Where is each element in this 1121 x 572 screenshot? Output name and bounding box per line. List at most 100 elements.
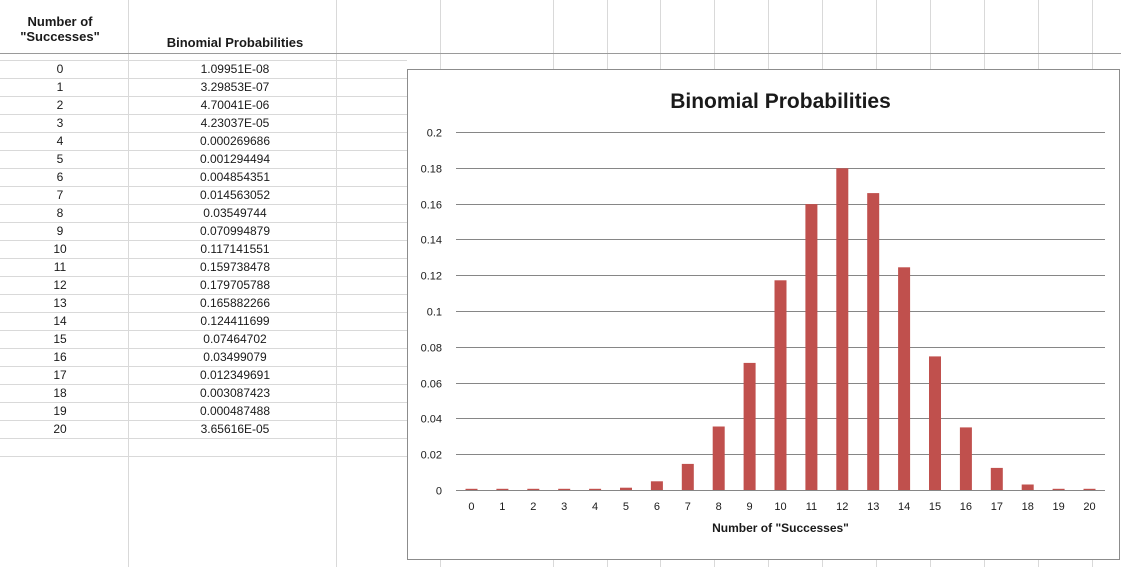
y-tick-label: 0.06 xyxy=(421,379,442,391)
probability-cell[interactable]: 0.070994879 xyxy=(199,224,271,238)
bar[interactable] xyxy=(929,356,941,490)
chart-area[interactable]: Binomial Probabilities 0 0.02 0.04 0.06 0.08 0… xyxy=(407,69,1120,560)
probability-cell[interactable]: 0.07464702 xyxy=(203,332,267,346)
header-number-of-successes[interactable]: Number of "Successes" xyxy=(20,14,100,44)
probability-cell[interactable]: 1.09951E-08 xyxy=(200,62,270,76)
y-tick-label: 0 xyxy=(436,486,442,498)
bar[interactable] xyxy=(867,193,880,490)
x-tick-label: 8 xyxy=(716,501,722,513)
bar-chart: Binomial Probabilities 0 0.02 0.04 0.06 0.08 0… xyxy=(421,90,1105,535)
probability-cell[interactable]: 0.000487488 xyxy=(199,404,271,418)
y-tick-label: 0.2 xyxy=(427,128,442,140)
successes-cell[interactable]: 10 xyxy=(53,242,67,256)
bar[interactable] xyxy=(1052,488,1065,490)
successes-cell[interactable]: 1 xyxy=(56,80,64,94)
bar[interactable] xyxy=(1021,484,1034,491)
y-tick-label: 0.02 xyxy=(421,450,442,462)
probability-cell[interactable]: 0.03499079 xyxy=(203,350,267,364)
probability-cell[interactable]: 0.124411699 xyxy=(200,314,270,328)
successes-cell[interactable]: 15 xyxy=(53,332,67,346)
x-tick-label: 7 xyxy=(685,501,691,513)
successes-cell[interactable]: 13 xyxy=(53,296,67,310)
probability-cell[interactable]: 0.000269686 xyxy=(199,134,271,148)
probability-cell[interactable]: 0.014563052 xyxy=(199,188,271,202)
successes-cell[interactable]: 17 xyxy=(53,368,67,382)
x-tick-label: 2 xyxy=(530,501,536,513)
x-tick-label: 17 xyxy=(991,501,1003,513)
y-tick-label: 0.12 xyxy=(421,271,442,283)
probability-cell[interactable]: 0.117141551 xyxy=(200,242,270,256)
x-tick-label: 12 xyxy=(836,501,848,513)
y-tick-label: 0.04 xyxy=(421,414,442,426)
successes-cell[interactable]: 6 xyxy=(56,170,64,184)
probability-cell[interactable]: 0.03549744 xyxy=(203,206,267,220)
x-tick-label: 5 xyxy=(623,501,629,513)
chart-title: Binomial Probabilities xyxy=(670,90,891,113)
y-tick-label: 0.16 xyxy=(421,200,442,212)
bar[interactable] xyxy=(712,426,725,491)
x-tick-label: 0 xyxy=(468,501,474,513)
x-tick-label: 15 xyxy=(929,501,941,513)
successes-cell[interactable]: 2 xyxy=(56,98,64,112)
x-tick-label: 1 xyxy=(499,501,505,513)
successes-cell[interactable]: 0 xyxy=(56,62,64,76)
x-tick-label: 18 xyxy=(1022,501,1034,513)
bar[interactable] xyxy=(589,488,602,490)
successes-cell[interactable]: 3 xyxy=(56,116,64,130)
bar[interactable] xyxy=(650,481,663,490)
successes-cell[interactable]: 19 xyxy=(53,404,67,418)
successes-cell[interactable]: 20 xyxy=(53,422,67,436)
x-tick-label: 19 xyxy=(1053,501,1065,513)
probability-cell[interactable]: 4.23037E-05 xyxy=(200,116,270,130)
x-axis-label: Number of "Successes" xyxy=(712,521,849,535)
bar[interactable] xyxy=(774,280,787,490)
x-tick-label: 4 xyxy=(592,501,598,513)
x-tick-label: 20 xyxy=(1083,501,1095,513)
x-tick-label: 14 xyxy=(898,501,910,513)
successes-cell[interactable]: 4 xyxy=(56,134,64,148)
probability-cell[interactable]: 0.165882266 xyxy=(199,296,271,310)
x-tick-label: 16 xyxy=(960,501,972,513)
probability-cell[interactable]: 4.70041E-06 xyxy=(200,98,270,112)
probability-cell[interactable]: 0.159738478 xyxy=(199,260,271,274)
bar[interactable] xyxy=(558,488,571,490)
successes-cell[interactable]: 5 xyxy=(56,152,64,166)
header-binomial-probabilities[interactable]: Binomial Probabilities xyxy=(166,35,304,50)
successes-cell[interactable]: 12 xyxy=(53,278,67,292)
bar[interactable] xyxy=(1083,488,1096,490)
bar[interactable] xyxy=(990,467,1003,490)
y-tick-label: 0.08 xyxy=(421,343,442,355)
bar[interactable] xyxy=(527,488,540,490)
probability-cell[interactable]: 0.179705788 xyxy=(199,278,271,292)
bar[interactable] xyxy=(898,267,911,490)
y-tick-label: 0.14 xyxy=(421,235,442,247)
x-tick-label: 13 xyxy=(867,501,879,513)
successes-cell[interactable]: 9 xyxy=(56,224,64,238)
bar[interactable] xyxy=(836,168,849,491)
successes-cell[interactable]: 7 xyxy=(56,188,64,202)
x-tick-label: 3 xyxy=(561,501,567,513)
probability-cell[interactable]: 3.29853E-07 xyxy=(200,80,270,94)
bar[interactable] xyxy=(620,487,632,490)
probability-cell[interactable]: 0.012349691 xyxy=(199,368,271,382)
probability-cell[interactable]: 3.65616E-05 xyxy=(200,422,270,436)
x-tick-label: 6 xyxy=(654,501,660,513)
x-tick-label: 9 xyxy=(747,501,753,513)
probability-cell[interactable]: 0.003087423 xyxy=(199,386,271,400)
x-tick-label: 10 xyxy=(774,501,786,513)
bar[interactable] xyxy=(681,463,694,490)
successes-cell[interactable]: 11 xyxy=(53,260,67,274)
successes-cell[interactable]: 18 xyxy=(53,386,67,400)
successes-cell[interactable]: 8 xyxy=(56,206,64,220)
x-tick-label: 11 xyxy=(806,501,817,513)
y-tick-label: 0.1 xyxy=(427,307,442,319)
bar[interactable] xyxy=(743,362,756,490)
bar[interactable] xyxy=(496,488,509,490)
bar[interactable] xyxy=(465,488,478,490)
probability-cell[interactable]: 0.001294494 xyxy=(199,152,271,166)
bar[interactable] xyxy=(805,204,818,490)
successes-cell[interactable]: 14 xyxy=(53,314,67,328)
bar[interactable] xyxy=(959,427,972,490)
successes-cell[interactable]: 16 xyxy=(53,350,67,364)
probability-cell[interactable]: 0.004854351 xyxy=(199,170,271,184)
